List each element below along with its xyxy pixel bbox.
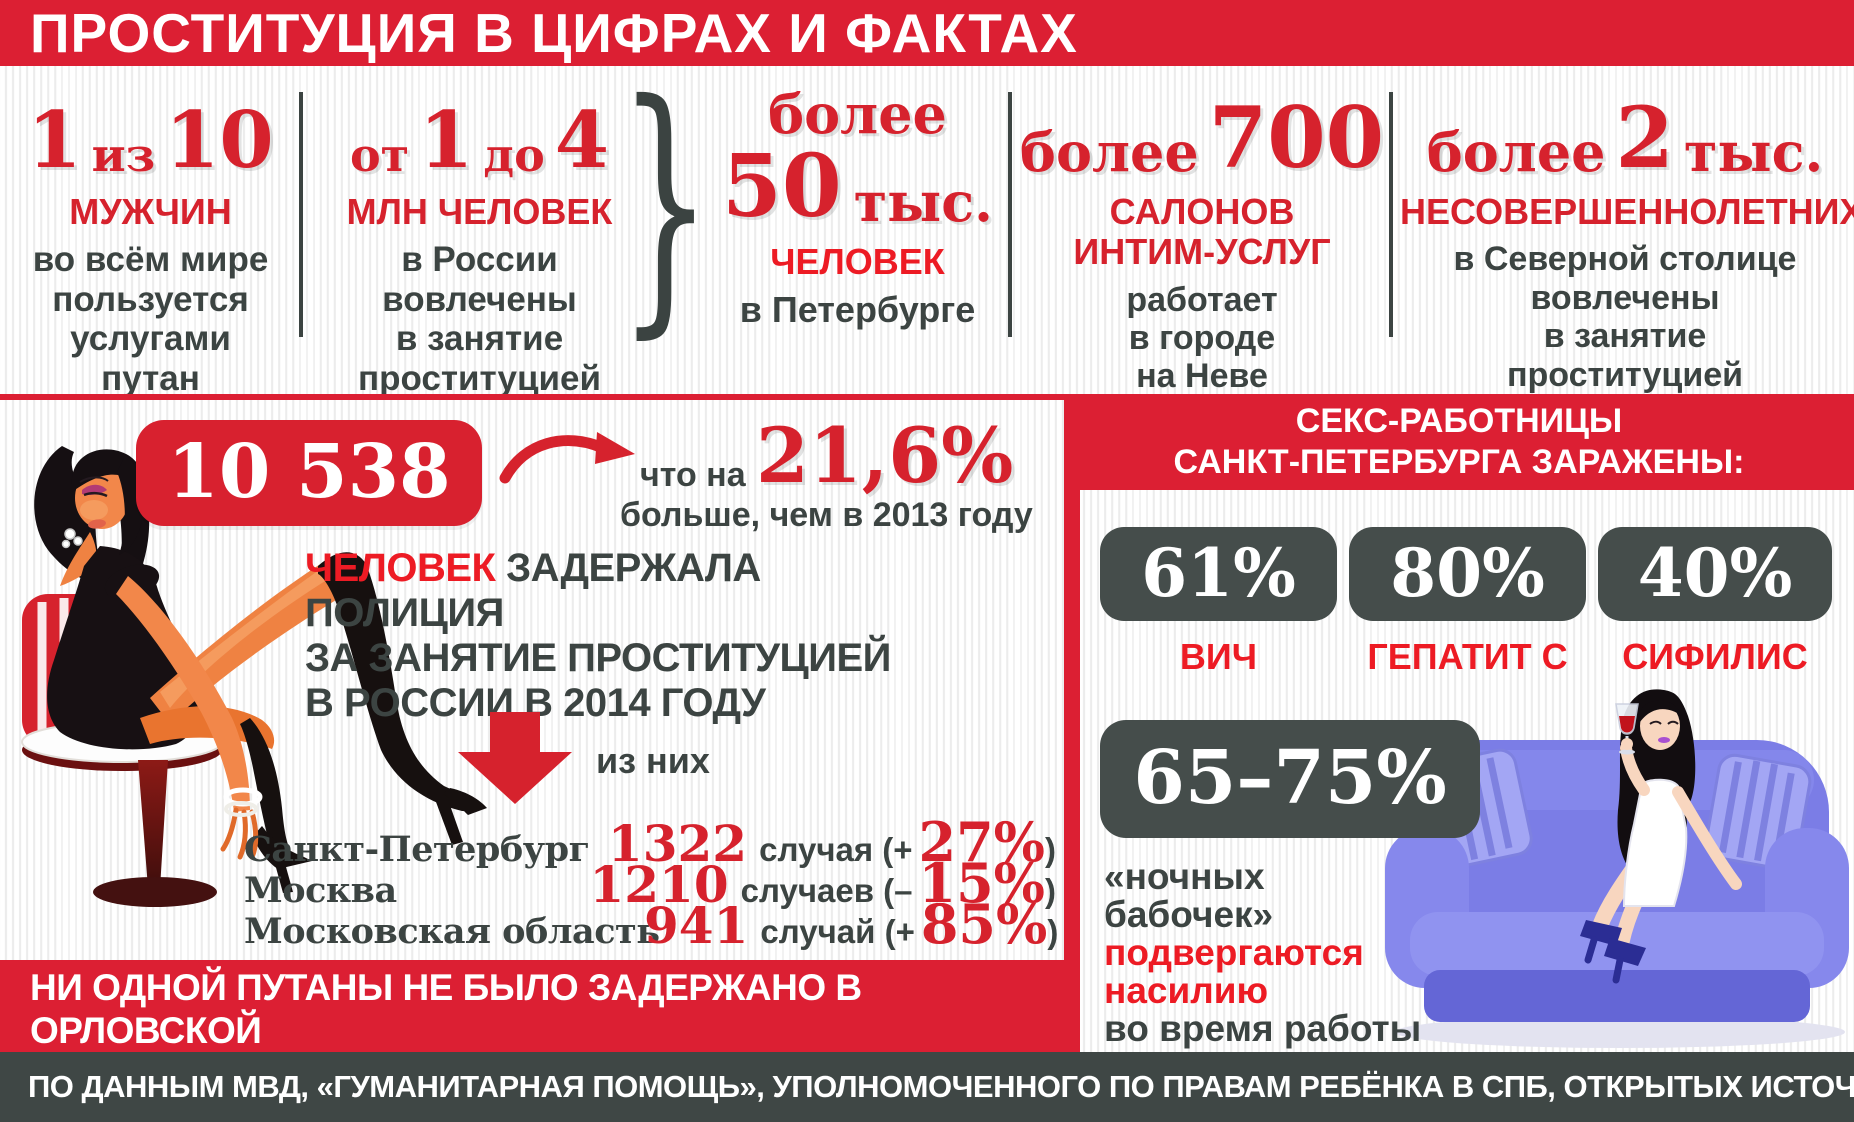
hiv-label: ВИЧ	[1179, 636, 1258, 677]
city-cases-text: случай (+	[760, 913, 915, 950]
city-cases-text: случая (+	[759, 831, 913, 868]
stat-label: САЛОНОВ ИНТИМ-УСЛУГ	[1073, 191, 1331, 273]
city-name: Московская область	[244, 911, 660, 952]
stat-number: 2	[1615, 88, 1674, 188]
city-paren: )	[1045, 831, 1056, 868]
city-cases-text: случаев (–	[740, 872, 913, 909]
header-banner: ПРОСТИТУЦИЯ В ЦИФРАХ И ФАКТАХ	[0, 0, 1854, 66]
stat-value: от 1 до 4	[312, 82, 647, 186]
stat-value: 1 из 10	[8, 82, 293, 186]
stat-number: 50	[722, 136, 842, 238]
stat-col-petersburg: более 50 тыс. ЧЕЛОВЕК в Петербурге	[705, 78, 1010, 331]
note-prefix: что на	[640, 456, 746, 494]
hiv-badge: 61%	[1100, 527, 1337, 621]
stat-number: 4	[554, 94, 610, 186]
stat-word: более	[768, 81, 947, 146]
stat-word: до	[483, 128, 545, 183]
arrest-desc-line1: ЧЕЛОВЕК ЗАДЕРЖАЛА ПОЛИЦИЯ	[305, 546, 945, 636]
curly-brace: }	[618, 46, 713, 361]
woman-on-barstool-illustration	[21, 446, 487, 907]
violence-line: бабочек»	[1104, 894, 1274, 935]
arrest-count-box: 10 538	[136, 420, 482, 526]
hepatitis-badge: 80%	[1349, 527, 1586, 621]
city-paren: )	[1045, 872, 1056, 909]
stat-col-men: 1 из 10 МУЖЧИН во всём мире пользуется у…	[8, 82, 293, 399]
arrest-description: ЧЕЛОВЕК ЗАДЕРЖАЛА ПОЛИЦИЯ ЗА ЗАНЯТИЕ ПРО…	[305, 546, 945, 726]
city-row: Московская область 941 случай (+ 85% )	[244, 892, 1058, 956]
note-percent: 21,6%	[756, 411, 1014, 500]
hepatitis-percent: 80%	[1390, 534, 1545, 612]
down-arrow-icon	[458, 712, 572, 804]
source-text: ПО ДАННЫМ МВД, «ГУМАНИТАРНАЯ ПОМОЩЬ», УП…	[28, 1069, 1854, 1104]
violence-line: во время работы	[1104, 1008, 1422, 1049]
city-name: Санкт-Петербург	[244, 829, 590, 870]
stat-desc: в Северной столице вовлечены в занятие п…	[1453, 240, 1797, 394]
stat-word: от	[349, 128, 410, 183]
arrest-desc-line2: ЗА ЗАНЯТИЕ ПРОСТИТУЦИЕЙ	[305, 636, 891, 680]
city-percent: 27%	[918, 810, 1045, 874]
footer-bar: ПО ДАННЫМ МВД, «ГУМАНИТАРНАЯ ПОМОЩЬ», УП…	[0, 1052, 1854, 1122]
violence-percent: 65–75%	[1133, 735, 1447, 821]
stat-desc: работает в городе на Неве	[1126, 280, 1278, 396]
syphilis-badge: 40%	[1598, 527, 1832, 621]
arrest-count: 10 538	[167, 429, 451, 515]
city-percent: 85%	[920, 892, 1048, 956]
arrest-desc-rest: ЗАДЕРЖАЛА ПОЛИЦИЯ	[305, 546, 761, 635]
stat-number: 700	[1208, 88, 1385, 188]
curved-arrow-icon	[499, 432, 635, 484]
stat-desc: во всём мире пользуется услугами путан	[32, 240, 269, 398]
of-them-label: из них	[596, 740, 710, 781]
page-title: ПРОСТИТУЦИЯ В ЦИФРАХ И ФАКТАХ	[30, 2, 1078, 64]
violence-badge: 65–75%	[1100, 720, 1480, 838]
stat-word: более	[1019, 119, 1199, 184]
stat-word: тыс.	[853, 169, 993, 234]
hepatitis-label: ГЕПАТИТ С	[1367, 636, 1568, 677]
stat-label: МЛН ЧЕЛОВЕК	[346, 191, 613, 232]
city-percent: 15%	[918, 851, 1045, 915]
violence-text: «ночных бабочек» подвергаются насилию во…	[1104, 858, 1421, 1048]
city-row: Санкт-Петербург 1322 случая (+ 27% )	[244, 810, 1056, 874]
infections-header: СЕКС-РАБОТНИЦЫ САНКТ-ПЕТЕРБУРГА ЗАРАЖЕНЫ…	[1173, 402, 1745, 481]
hiv-percent: 61%	[1141, 534, 1296, 612]
violence-line: насилию	[1104, 970, 1269, 1011]
city-count: 941	[644, 896, 749, 955]
city-count: 1322	[607, 814, 748, 873]
city-count: 1210	[589, 855, 729, 914]
stat-word: тыс.	[1684, 119, 1824, 184]
stat-word: из	[91, 128, 156, 183]
stat-number: 10	[165, 94, 274, 186]
stat-number: 1	[27, 94, 82, 186]
city-stats: Санкт-Петербург 1322 случая (+ 27% ) Мос…	[244, 810, 1058, 956]
syphilis-percent: 40%	[1637, 534, 1793, 612]
city-name: Москва	[244, 870, 397, 911]
stat-word: более	[1426, 119, 1606, 184]
stat-col-salons: более 700 САЛОНОВ ИНТИМ-УСЛУГ работает в…	[1019, 82, 1385, 396]
note-suffix: больше, чем в 2013 году	[620, 496, 1033, 534]
infections-header-box: СЕКС-РАБОТНИЦЫ САНКТ-ПЕТЕРБУРГА ЗАРАЖЕНЫ…	[1064, 394, 1854, 490]
woman-on-sofa-illustration	[1385, 689, 1849, 1048]
column-divider	[1389, 92, 1393, 337]
stat-label: НЕСОВЕРШЕННОЛЕТНИХ	[1400, 191, 1854, 232]
section-divider	[0, 394, 1064, 400]
stat-label: ЧЕЛОВЕК	[770, 241, 945, 282]
column-divider	[1008, 92, 1012, 337]
column-divider	[299, 92, 303, 337]
violence-line: «ночных	[1104, 856, 1265, 897]
city-paren: )	[1047, 913, 1059, 950]
right-panel-accent-stripe	[1064, 394, 1080, 1052]
stat-col-minors: более 2 тыс. НЕСОВЕРШЕННОЛЕТНИХ в Северн…	[1400, 82, 1854, 394]
violence-line: подвергаются	[1104, 932, 1364, 973]
no-arrests-banner: НИ ОДНОЙ ПУТАНЫ НЕ БЫЛО ЗАДЕРЖАНО В ОРЛО…	[0, 960, 1064, 1094]
stat-desc: в Петербурге	[739, 289, 976, 331]
stat-col-russia: от 1 до 4 МЛН ЧЕЛОВЕК в России вовлечены…	[312, 82, 647, 399]
stat-desc: в России вовлечены в занятие проституцие…	[357, 240, 602, 398]
syphilis-label: СИФИЛИС	[1622, 636, 1808, 677]
arrest-desc-line3: В РОССИИ В 2014 ГОДУ	[305, 681, 766, 725]
stat-number: 1	[419, 94, 474, 186]
city-row: Москва 1210 случаев (– 15% )	[244, 851, 1056, 915]
stat-label: МУЖЧИН	[69, 191, 232, 232]
arrest-desc-who: ЧЕЛОВЕК	[305, 546, 496, 590]
